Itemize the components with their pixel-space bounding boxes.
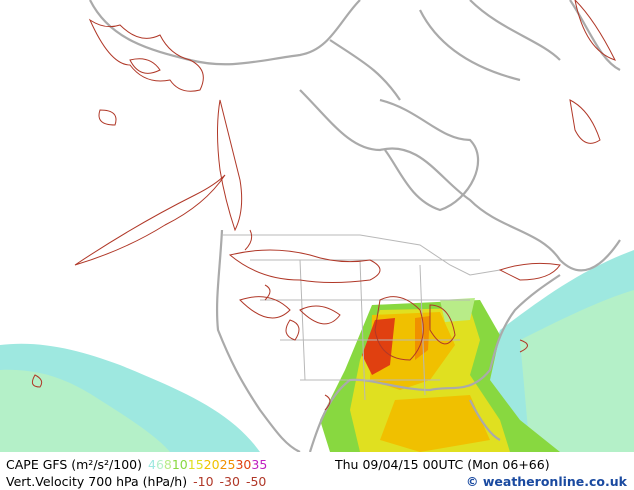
legend-value: 10 bbox=[171, 457, 188, 472]
legend-value: 25 bbox=[219, 457, 236, 472]
legend-row: CAPE GFS (m²/s²/100) 468101520253035 bbox=[6, 457, 267, 472]
legend-value: 6 bbox=[155, 457, 164, 472]
overlay-label: Vert.Velocity 700 hPa (hPa/h) bbox=[6, 474, 188, 489]
legend-value: 15 bbox=[187, 457, 204, 472]
legend-value: -30 bbox=[219, 474, 240, 489]
legend-value: 30 bbox=[235, 457, 252, 472]
legend-value: 20 bbox=[203, 457, 220, 472]
overlay-legend: -10 -30 -50 bbox=[187, 474, 266, 489]
legend-value: -10 bbox=[193, 474, 214, 489]
map bbox=[0, 0, 634, 452]
overlay-row: Vert.Velocity 700 hPa (hPa/h) -10 -30 -50 bbox=[6, 474, 266, 489]
credit: © weatheronline.co.uk bbox=[466, 474, 627, 489]
legend-value: 35 bbox=[251, 457, 268, 472]
product-label: CAPE GFS (m²/s²/100) bbox=[6, 457, 142, 472]
legend-value: -50 bbox=[245, 474, 267, 489]
border bbox=[222, 234, 501, 401]
legend-value: 8 bbox=[163, 457, 172, 472]
valid-time: Thu 09/04/15 00UTC (Mon 06+66) bbox=[335, 457, 550, 472]
velocity-contour bbox=[31, 0, 616, 411]
legend-value: 4 bbox=[148, 457, 156, 472]
coastline bbox=[89, 0, 621, 452]
cape-legend: 468101520253035 bbox=[148, 457, 267, 472]
